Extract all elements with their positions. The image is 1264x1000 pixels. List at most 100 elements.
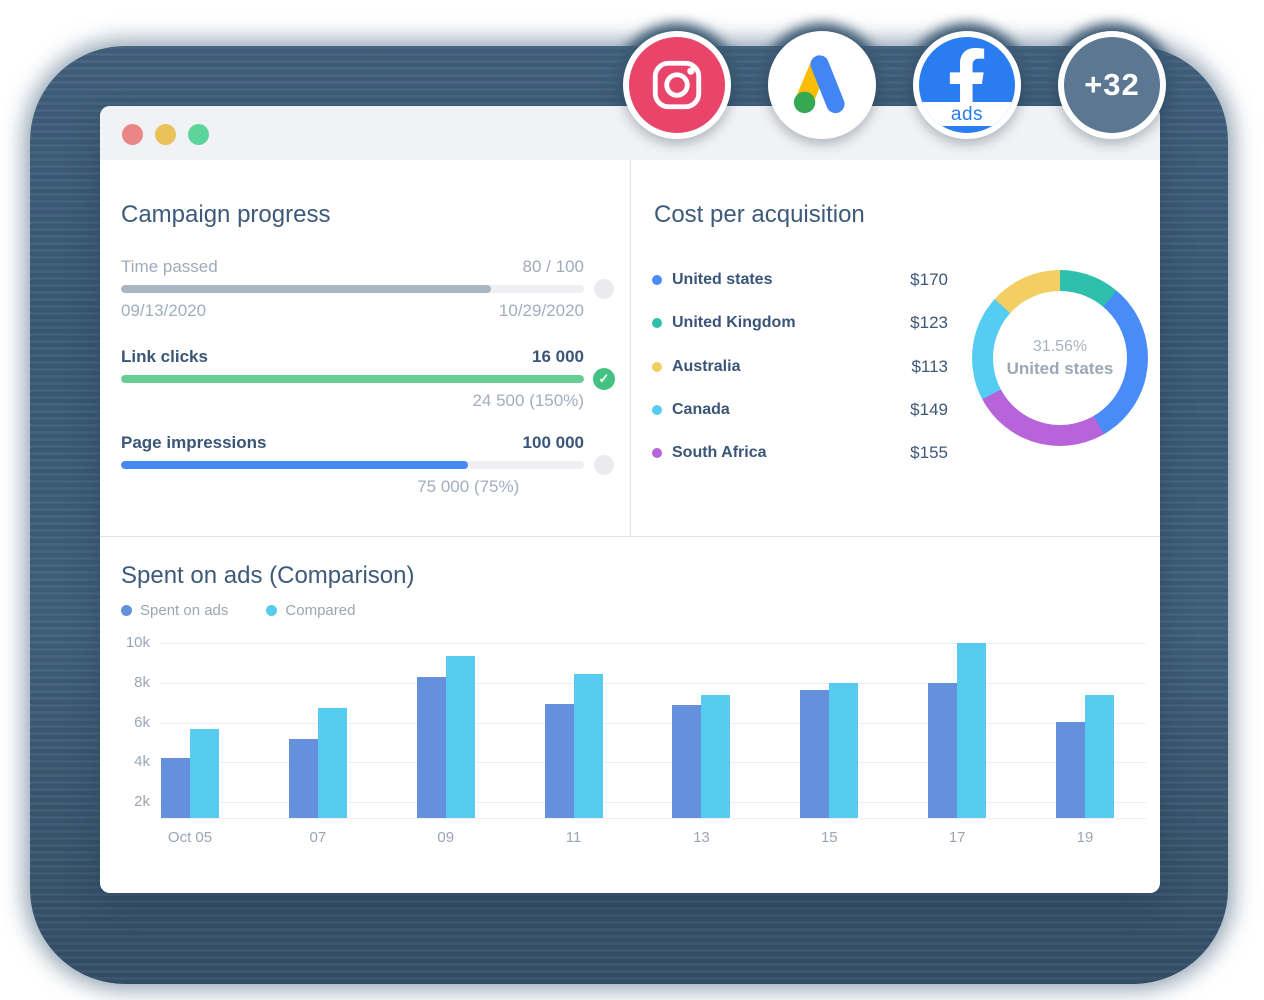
country-color-dot — [652, 318, 662, 329]
achieved-value: 24 500 (150%) — [472, 391, 584, 410]
end-date: 10/29/2020 — [498, 301, 584, 320]
bar-compared — [190, 728, 219, 818]
legend-item-spent-on-ads[interactable]: Spent on ads — [121, 602, 228, 619]
vertical-divider — [630, 160, 631, 536]
gridline — [160, 762, 1146, 764]
bar-compared — [445, 655, 475, 818]
bar-compared — [1085, 694, 1115, 818]
x-axis-tick-label: 15 — [820, 829, 838, 846]
y-axis-tick-label: 2k — [134, 793, 150, 811]
window-maximize-button[interactable] — [188, 124, 209, 145]
achieved-value: 75 000 (75%) — [417, 477, 520, 496]
facebook-ads-label: ads — [950, 103, 984, 125]
campaign-metric-row: Time passed 80 / 100 09/13/2020 10/29/2020 — [121, 256, 614, 322]
check-icon: ✓ — [593, 368, 615, 390]
y-axis-tick-label: 8k — [134, 673, 150, 691]
campaign-metric-row: Link clicks 16 000 ✓ 24 500 (150%) — [121, 346, 615, 412]
gridline — [160, 682, 1146, 684]
facebook-ads-icon[interactable]: ads — [913, 31, 1021, 139]
progress-track — [121, 461, 584, 469]
country-cost: $149 — [910, 399, 948, 419]
bar-compared — [701, 694, 731, 818]
instagram-icon[interactable] — [623, 31, 731, 139]
progress-indicator: ✓ — [593, 368, 615, 390]
metric-label: Page impressions — [121, 433, 267, 452]
country-name: South Africa — [672, 444, 767, 461]
campaign-metric-row: Page impressions 100 000 75 000 (75%) — [121, 432, 614, 498]
donut-center-label: United states — [1006, 359, 1114, 378]
country-cost: $155 — [910, 443, 948, 462]
cpa-country-row: United Kingdom $123 — [652, 310, 948, 336]
bar-spent-on-ads — [544, 703, 574, 818]
google-ads-icon[interactable] — [768, 31, 876, 139]
bar-spent-on-ads — [1056, 721, 1086, 818]
bar-compared — [829, 682, 859, 818]
progress-track — [121, 375, 584, 383]
x-axis-tick-label: 17 — [948, 829, 966, 846]
window-minimize-button[interactable] — [155, 124, 176, 145]
cpa-country-row: South Africa $155 — [652, 440, 948, 466]
bar-compared — [573, 673, 603, 818]
bar-group-09 — [416, 643, 475, 818]
facebook-f-glyph — [949, 48, 985, 112]
x-axis-tick-label: 11 — [565, 829, 582, 846]
y-axis-tick-label: 6k — [134, 713, 150, 731]
progress-indicator — [594, 279, 614, 299]
bar-spent-on-ads — [161, 758, 190, 818]
bar-spent-on-ads — [672, 704, 702, 818]
cpa-donut-chart: 31.56% United states — [972, 270, 1148, 446]
gridline — [160, 818, 1146, 819]
x-axis-tick-label: 07 — [309, 829, 327, 846]
horizontal-divider — [100, 536, 1160, 537]
gridline — [160, 643, 1146, 644]
dashboard-window: Campaign progress Cost per acquisition 3… — [100, 106, 1160, 893]
legend-item-compared[interactable]: Compared — [266, 602, 355, 619]
chart-legend: Spent on ads Compared — [121, 602, 355, 619]
bar-group-19 — [1056, 643, 1115, 818]
bar-spent-on-ads — [288, 739, 318, 818]
country-name: Australia — [672, 357, 741, 375]
y-axis-tick-label: 4k — [134, 753, 150, 771]
start-date: 09/13/2020 — [121, 301, 207, 320]
legend-dot — [121, 605, 132, 616]
metric-label: Link clicks — [121, 347, 208, 366]
metric-subtext: 24 500 (150%) — [121, 390, 584, 412]
instagram-glyph — [652, 60, 702, 110]
gridline — [160, 722, 1146, 724]
x-axis-tick-label: 19 — [1076, 829, 1094, 846]
x-axis-tick-label: Oct 05 — [167, 829, 213, 846]
window-close-button[interactable] — [122, 124, 143, 145]
x-axis-tick-label: 09 — [437, 829, 455, 846]
cpa-country-row: United states $170 — [652, 267, 948, 293]
y-axis-tick-label: 10k — [125, 634, 150, 651]
more-platforms-count: +32 — [1084, 67, 1140, 102]
country-cost: $113 — [911, 356, 948, 376]
progress-end-circle — [594, 455, 614, 475]
legend-label: Spent on ads — [140, 602, 229, 619]
metric-subtext: 75 000 (75%) — [121, 476, 584, 498]
legend-label: Compared — [285, 602, 356, 619]
progress-indicator — [594, 455, 614, 475]
country-cost: $123 — [910, 313, 948, 333]
progress-fill — [121, 461, 469, 469]
bar-spent-on-ads — [800, 689, 830, 818]
bar-group-15 — [800, 643, 859, 818]
metric-target-value: 100 000 — [522, 433, 584, 452]
bar-spent-on-ads — [928, 682, 958, 818]
country-color-dot — [652, 448, 662, 458]
metric-target-value: 80 / 100 — [522, 257, 584, 276]
cost-per-acquisition-title: Cost per acquisition — [654, 201, 865, 228]
bar-compared — [957, 643, 987, 818]
country-color-dot — [652, 275, 662, 285]
progress-fill — [121, 375, 584, 383]
cpa-country-row: Australia $113 — [652, 354, 948, 380]
cpa-country-row: Canada $149 — [652, 397, 948, 423]
bar-group-oct-05 — [161, 643, 219, 818]
legend-dot — [266, 605, 278, 616]
country-name: Canada — [672, 400, 730, 418]
donut-center: 31.56% United states — [993, 291, 1127, 425]
country-color-dot — [652, 361, 662, 372]
more-platforms-icon[interactable]: +32 — [1058, 31, 1166, 139]
google-ads-glyph — [793, 55, 845, 114]
x-axis-tick-label: 13 — [693, 829, 710, 846]
